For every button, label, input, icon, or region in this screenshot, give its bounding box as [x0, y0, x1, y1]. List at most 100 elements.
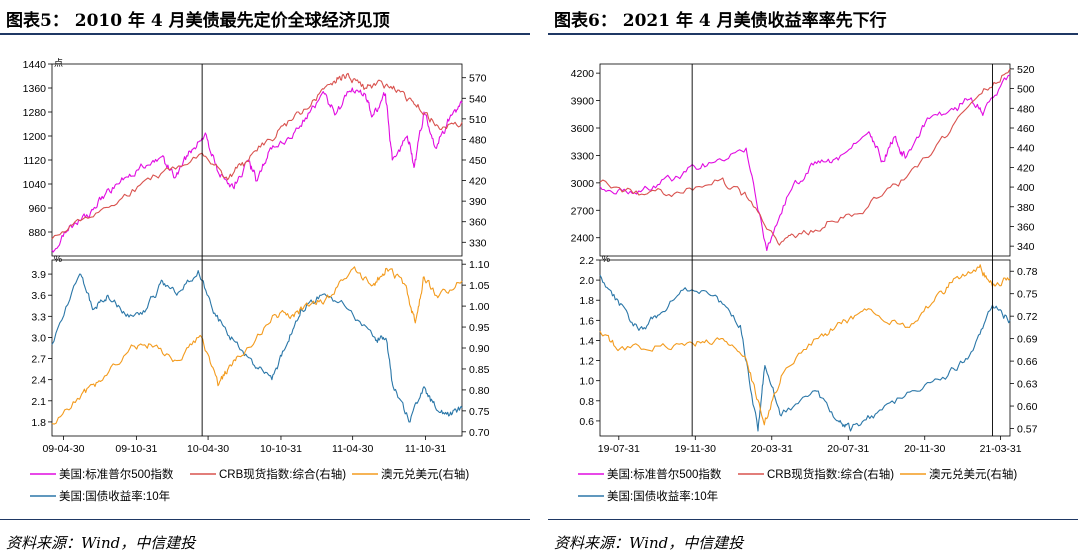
y-tick-label-right: 360 — [469, 217, 487, 229]
y-tick-label-left: 2.1 — [31, 396, 46, 408]
y-tick-label-left: 1200 — [23, 131, 47, 143]
y-tick-label-left: 960 — [28, 203, 46, 215]
x-tick-label: 20-07-31 — [827, 443, 869, 455]
panel-left: 图表5： 2010 年 4 月美债最先定价全球经济见顶 1440 1360 1280… — [0, 0, 530, 559]
chart-figure: 4200 3900 3600 3300 3000 2700 2400 520 500 480 460… — [571, 63, 1038, 503]
y-tick-label-right: 0.75 — [469, 406, 490, 418]
y-tick-label-right: 440 — [1017, 143, 1035, 155]
y-tick-label-left: 3.6 — [31, 290, 46, 302]
legend-label: 美国:标准普尔500指数 — [59, 467, 174, 481]
y-tick-label-right: 340 — [1017, 241, 1035, 253]
y-tick-label-right: 380 — [1017, 202, 1035, 214]
y-tick-label-left: 0.8 — [579, 396, 594, 408]
y-tick-label-left: 1.8 — [31, 417, 46, 429]
y-tick-label-left: 3.9 — [31, 269, 46, 281]
y-tick-label-right: 0.78 — [1017, 266, 1038, 278]
series-line — [599, 74, 1011, 252]
plot-frame — [51, 259, 463, 437]
y-axis-unit: % — [54, 254, 62, 264]
x-tick-label: 11-10-31 — [405, 443, 446, 455]
source-note: 资料来源：Wind，中信建投 — [554, 534, 744, 552]
legend-label: 美国:国债收益率:10年 — [607, 489, 718, 503]
y-axis-unit: 点 — [54, 58, 63, 68]
x-tick-label: 19-11-30 — [675, 443, 716, 455]
title-rule — [548, 33, 1078, 35]
y-tick-label-left: 4200 — [571, 68, 595, 80]
legend-label: 美国:标准普尔500指数 — [607, 467, 722, 481]
y-tick-label-left: 2.7 — [31, 354, 46, 366]
chart-title: 图表6： 2021 年 4 月美债收益率率先下行 — [554, 11, 887, 31]
y-tick-label-left: 2400 — [571, 233, 595, 245]
y-tick-label-left: 0.6 — [579, 416, 594, 428]
series-line — [51, 87, 463, 253]
y-tick-label-right: 1.10 — [469, 259, 490, 271]
series-line — [599, 274, 1011, 432]
y-tick-label-right: 0.85 — [469, 364, 490, 376]
x-tick-label: 20-03-31 — [751, 443, 793, 455]
x-tick-label: 09-10-31 — [115, 443, 157, 455]
y-tick-label-left: 1440 — [23, 59, 47, 71]
y-tick-label-left: 2700 — [571, 205, 595, 217]
y-tick-label-right: 0.57 — [1017, 424, 1038, 436]
y-axis-unit: % — [602, 254, 610, 264]
y-tick-label-right: 570 — [469, 73, 487, 85]
plot-frame — [599, 63, 1011, 257]
y-tick-label-right: 420 — [469, 176, 487, 188]
series-line — [51, 270, 463, 423]
y-tick-label-right: 500 — [1017, 84, 1035, 96]
y-tick-label-right: 0.95 — [469, 322, 490, 334]
y-tick-label-right: 400 — [1017, 182, 1035, 194]
y-tick-label-right: 390 — [469, 196, 487, 208]
y-tick-label-right: 0.70 — [469, 427, 490, 439]
source-rule — [0, 519, 530, 520]
y-tick-label-left: 1.8 — [579, 295, 594, 307]
y-tick-label-left: 880 — [28, 227, 46, 239]
y-tick-label-left: 3.3 — [31, 311, 46, 323]
title-rule — [0, 33, 530, 35]
y-tick-label-left: 1.0 — [579, 376, 594, 388]
y-tick-label-right: 0.63 — [1017, 379, 1038, 391]
x-tick-label: 09-04-30 — [42, 443, 84, 455]
y-tick-label-right: 540 — [469, 93, 487, 105]
y-tick-label-left: 3000 — [571, 178, 595, 190]
plot-frame — [51, 63, 463, 257]
y-tick-label-right: 420 — [1017, 162, 1035, 174]
y-tick-label-left: 3600 — [571, 123, 595, 135]
y-tick-label-right: 480 — [1017, 103, 1035, 115]
legend-label: 美国:国债收益率:10年 — [59, 489, 170, 503]
x-tick-label: 10-10-31 — [260, 443, 302, 455]
source-note: 资料来源：Wind，中信建投 — [6, 534, 196, 552]
y-tick-label-right: 1.00 — [469, 301, 490, 313]
y-tick-label-left: 3900 — [571, 96, 595, 108]
y-tick-label-left: 1.4 — [579, 335, 594, 347]
y-tick-label-left: 1280 — [23, 107, 47, 119]
y-tick-label-left: 1.2 — [579, 356, 594, 368]
y-tick-label-left: 2.0 — [579, 275, 594, 287]
y-tick-label-left: 3.0 — [31, 332, 46, 344]
y-tick-label-right: 0.72 — [1017, 311, 1038, 323]
series-line — [51, 72, 463, 240]
y-tick-label-right: 0.60 — [1017, 401, 1038, 413]
legend-label: CRB现货指数:综合(右轴) — [219, 467, 346, 481]
y-tick-label-left: 1040 — [23, 179, 47, 191]
y-tick-label-right: 0.69 — [1017, 334, 1038, 346]
legend-label: 澳元兑美元(右轴) — [929, 467, 1017, 481]
series-line — [51, 266, 463, 425]
x-tick-label: 19-07-31 — [598, 443, 640, 455]
y-tick-label-left: 1.6 — [579, 315, 594, 327]
y-tick-label-right: 0.66 — [1017, 356, 1038, 368]
plot-frame — [599, 259, 1011, 437]
y-tick-label-right: 1.05 — [469, 280, 490, 292]
y-tick-label-right: 450 — [469, 155, 487, 167]
x-tick-label: 21-03-31 — [980, 443, 1022, 455]
y-tick-label-right: 360 — [1017, 221, 1035, 233]
x-tick-label: 20-11-30 — [904, 443, 945, 455]
series-line — [599, 68, 1011, 246]
legend-label: 澳元兑美元(右轴) — [381, 467, 469, 481]
series-line — [599, 264, 1011, 426]
y-tick-label-right: 0.90 — [469, 343, 490, 355]
panel-right: 图表6： 2021 年 4 月美债收益率率先下行 4200 3900 3600 330… — [548, 0, 1078, 559]
y-tick-label-left: 2.4 — [31, 375, 46, 387]
x-tick-label: 11-04-30 — [332, 443, 373, 455]
source-rule — [548, 519, 1078, 520]
